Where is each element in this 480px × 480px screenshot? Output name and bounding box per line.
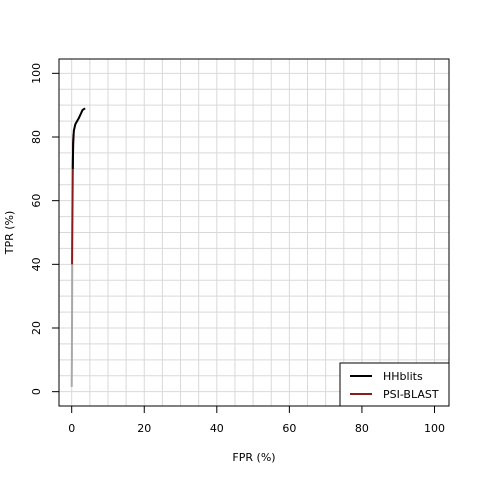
legend-label: PSI-BLAST: [383, 388, 439, 401]
y-axis-title: TPR (%): [3, 211, 16, 256]
x-tick-label: 40: [210, 422, 224, 435]
grid: [59, 59, 449, 406]
x-tick-label: 20: [137, 422, 151, 435]
y-tick-label: 60: [30, 194, 43, 208]
y-tick-label: 100: [30, 63, 43, 84]
x-tick-label: 60: [282, 422, 296, 435]
y-tick-label: 0: [30, 388, 43, 395]
y-tick-label: 40: [30, 257, 43, 271]
series-line: [71, 107, 86, 169]
legend-box: [339, 362, 450, 407]
x-tick-label: 100: [424, 422, 445, 435]
series-lines: [70, 107, 86, 387]
x-axis-title: FPR (%): [232, 451, 275, 464]
y-tick-label: 20: [30, 321, 43, 335]
y-tick-label: 80: [30, 130, 43, 144]
legend: HHblits PSI-BLAST: [339, 362, 450, 407]
series-line: [70, 264, 74, 387]
x-tick-label: 80: [355, 422, 369, 435]
x-tick-label: 0: [68, 422, 75, 435]
legend-label: HHblits: [383, 370, 423, 383]
